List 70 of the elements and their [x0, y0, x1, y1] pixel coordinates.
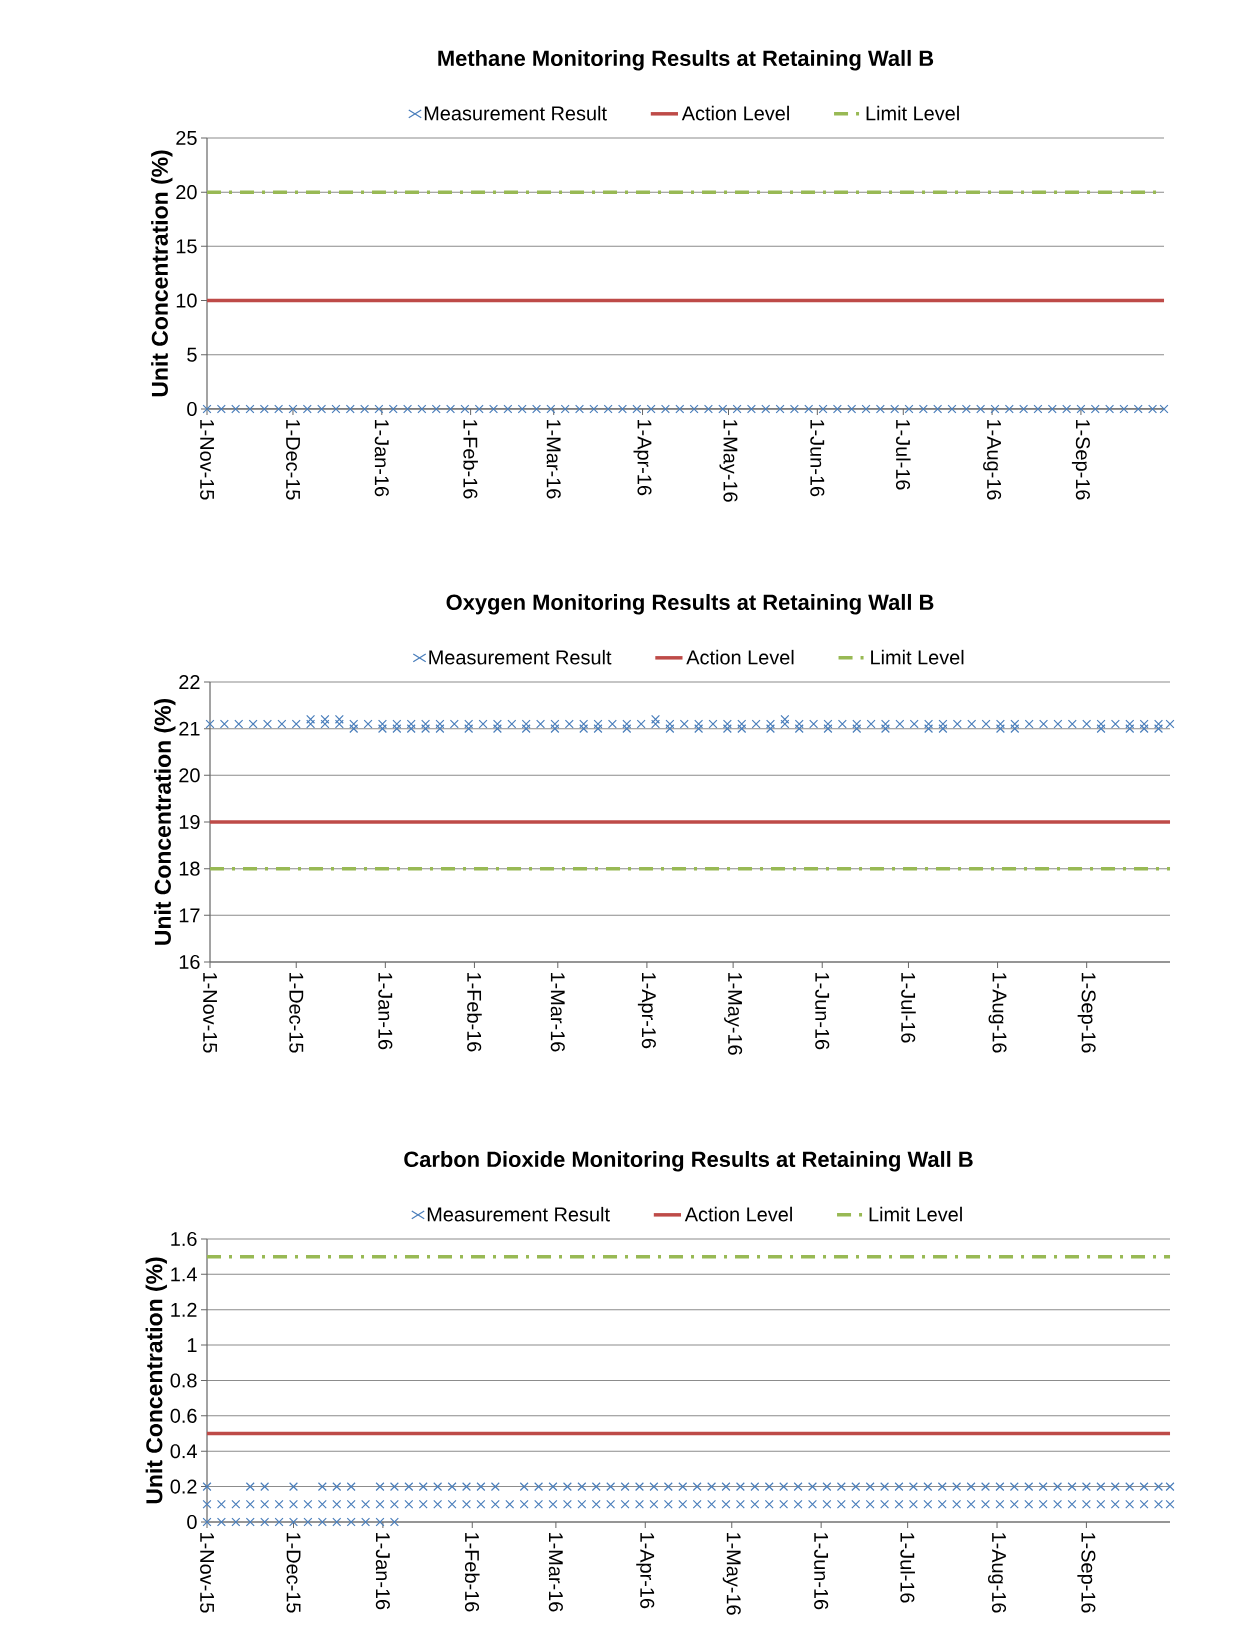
y-tick-label: 1.6: [171, 1231, 197, 1247]
x-tick-label: 1-Nov-15: [200, 420, 214, 500]
x-tick-label: 1-Nov-15: [203, 973, 217, 1053]
x-tick-label: 1-Aug-16: [983, 420, 1002, 500]
x-tick-label: 1-Dec-15: [289, 973, 304, 1053]
x-tick-label: 1-Aug-16: [988, 1533, 1007, 1613]
chart-title: Carbon Dioxide Monitoring Results at Retaining Wall B: [404, 1150, 973, 1172]
y-tick-label: 20: [179, 768, 200, 783]
x-tick-label: 1-Feb-16: [467, 973, 482, 1052]
y-tick-label: 0.8: [170, 1373, 197, 1388]
x-tick-label: 1-Dec-15: [286, 420, 300, 500]
chart-title: Methane Monitoring Results at Retaining Wall B: [438, 49, 934, 71]
x-tick-label: 1-Nov-15: [200, 1533, 214, 1613]
y-tick-label: 10: [176, 293, 197, 308]
x-tick-label: 1-Aug-16: [988, 973, 1007, 1053]
y-tick-label: 18: [179, 861, 200, 876]
x-tick-label: 1-Jul-16: [895, 420, 911, 490]
x-tick-label: 1-Dec-15: [286, 1533, 301, 1613]
y-tick-label: 22: [179, 675, 200, 689]
y-tick-label: 21: [179, 721, 200, 736]
y-tick-label: 20: [176, 185, 197, 200]
x-tick-label: 1-Feb-16: [464, 1533, 480, 1612]
chart-title: Oxygen Monitoring Results at Retaining Wall B: [446, 593, 934, 615]
x-tick-label: 1-Jun-16: [814, 1533, 829, 1610]
y-tick-label: 15: [176, 239, 197, 254]
y-axis-title: Unit Concentration (%): [154, 699, 176, 945]
x-tick-label: 1-May-16: [724, 973, 743, 1055]
y-axis-title: Unit Concentration (%): [151, 150, 173, 397]
y-tick-label: 1: [187, 1338, 197, 1352]
legend-label: Limit Level: [871, 649, 964, 665]
x-tick-label: 1-Jan-16: [375, 1533, 390, 1610]
x-tick-label: 1-Jul-16: [901, 973, 916, 1043]
y-tick-label: 0: [187, 401, 197, 417]
legend-label: Action Level: [681, 105, 789, 121]
x-tick-label: 1-Mar-16: [550, 973, 565, 1052]
legend-label: Measurement Result: [427, 1206, 610, 1222]
x-tick-label: 1-Sep-16: [1077, 1533, 1096, 1613]
x-tick-label: 1-Apr-16: [636, 1533, 655, 1609]
y-tick-label: 25: [176, 130, 197, 146]
x-tick-label: 1-Mar-16: [546, 420, 561, 499]
x-tick-label: 1-Jul-16: [900, 1533, 915, 1603]
x-tick-label: 1-Jun-16: [810, 420, 825, 497]
x-tick-label: 1-May-16: [719, 420, 738, 502]
y-tick-label: 0: [187, 1514, 197, 1530]
x-tick-label: 1-Jan-16: [374, 420, 389, 497]
legend-label: Limit Level: [866, 105, 959, 121]
y-tick-label: 1.2: [171, 1302, 197, 1317]
y-tick-label: 17: [179, 908, 200, 923]
y-tick-label: 0.6: [170, 1408, 197, 1423]
x-tick-label: 1-Mar-16: [548, 1533, 563, 1612]
x-tick-label: 1-Sep-16: [1071, 420, 1090, 500]
legend-label: Action Level: [684, 1206, 792, 1222]
x-tick-label: 1-Jun-16: [815, 973, 830, 1050]
legend-label: Measurement Result: [424, 105, 607, 121]
x-tick-label: 1-Apr-16: [633, 420, 652, 496]
x-tick-label: 1-May-16: [722, 1533, 741, 1615]
y-tick-label: 16: [179, 954, 200, 970]
y-tick-label: 19: [179, 814, 200, 830]
legend-label: Limit Level: [869, 1206, 962, 1222]
x-tick-label: 1-Sep-16: [1077, 973, 1096, 1053]
x-tick-label: 1-Apr-16: [637, 973, 656, 1049]
x-tick-label: 1-Feb-16: [463, 420, 478, 499]
legend-label: Action Level: [686, 649, 794, 665]
y-axis-title: Unit Concentration (%): [145, 1257, 167, 1504]
x-tick-label: 1-Jan-16: [378, 973, 393, 1050]
y-tick-label: 0.4: [170, 1444, 197, 1459]
y-tick-label: 1.4: [171, 1267, 197, 1282]
legend-label: Measurement Result: [429, 649, 612, 665]
y-tick-label: 5: [187, 347, 197, 362]
y-tick-label: 0.2: [170, 1479, 197, 1494]
